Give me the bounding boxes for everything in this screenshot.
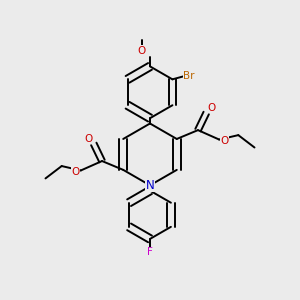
Text: Br: Br	[184, 71, 195, 81]
Text: F: F	[147, 248, 153, 257]
Text: O: O	[71, 167, 80, 177]
Text: O: O	[207, 103, 216, 113]
Text: O: O	[84, 134, 93, 144]
Text: N: N	[146, 179, 154, 192]
Text: O: O	[138, 46, 146, 56]
Text: O: O	[220, 136, 229, 146]
